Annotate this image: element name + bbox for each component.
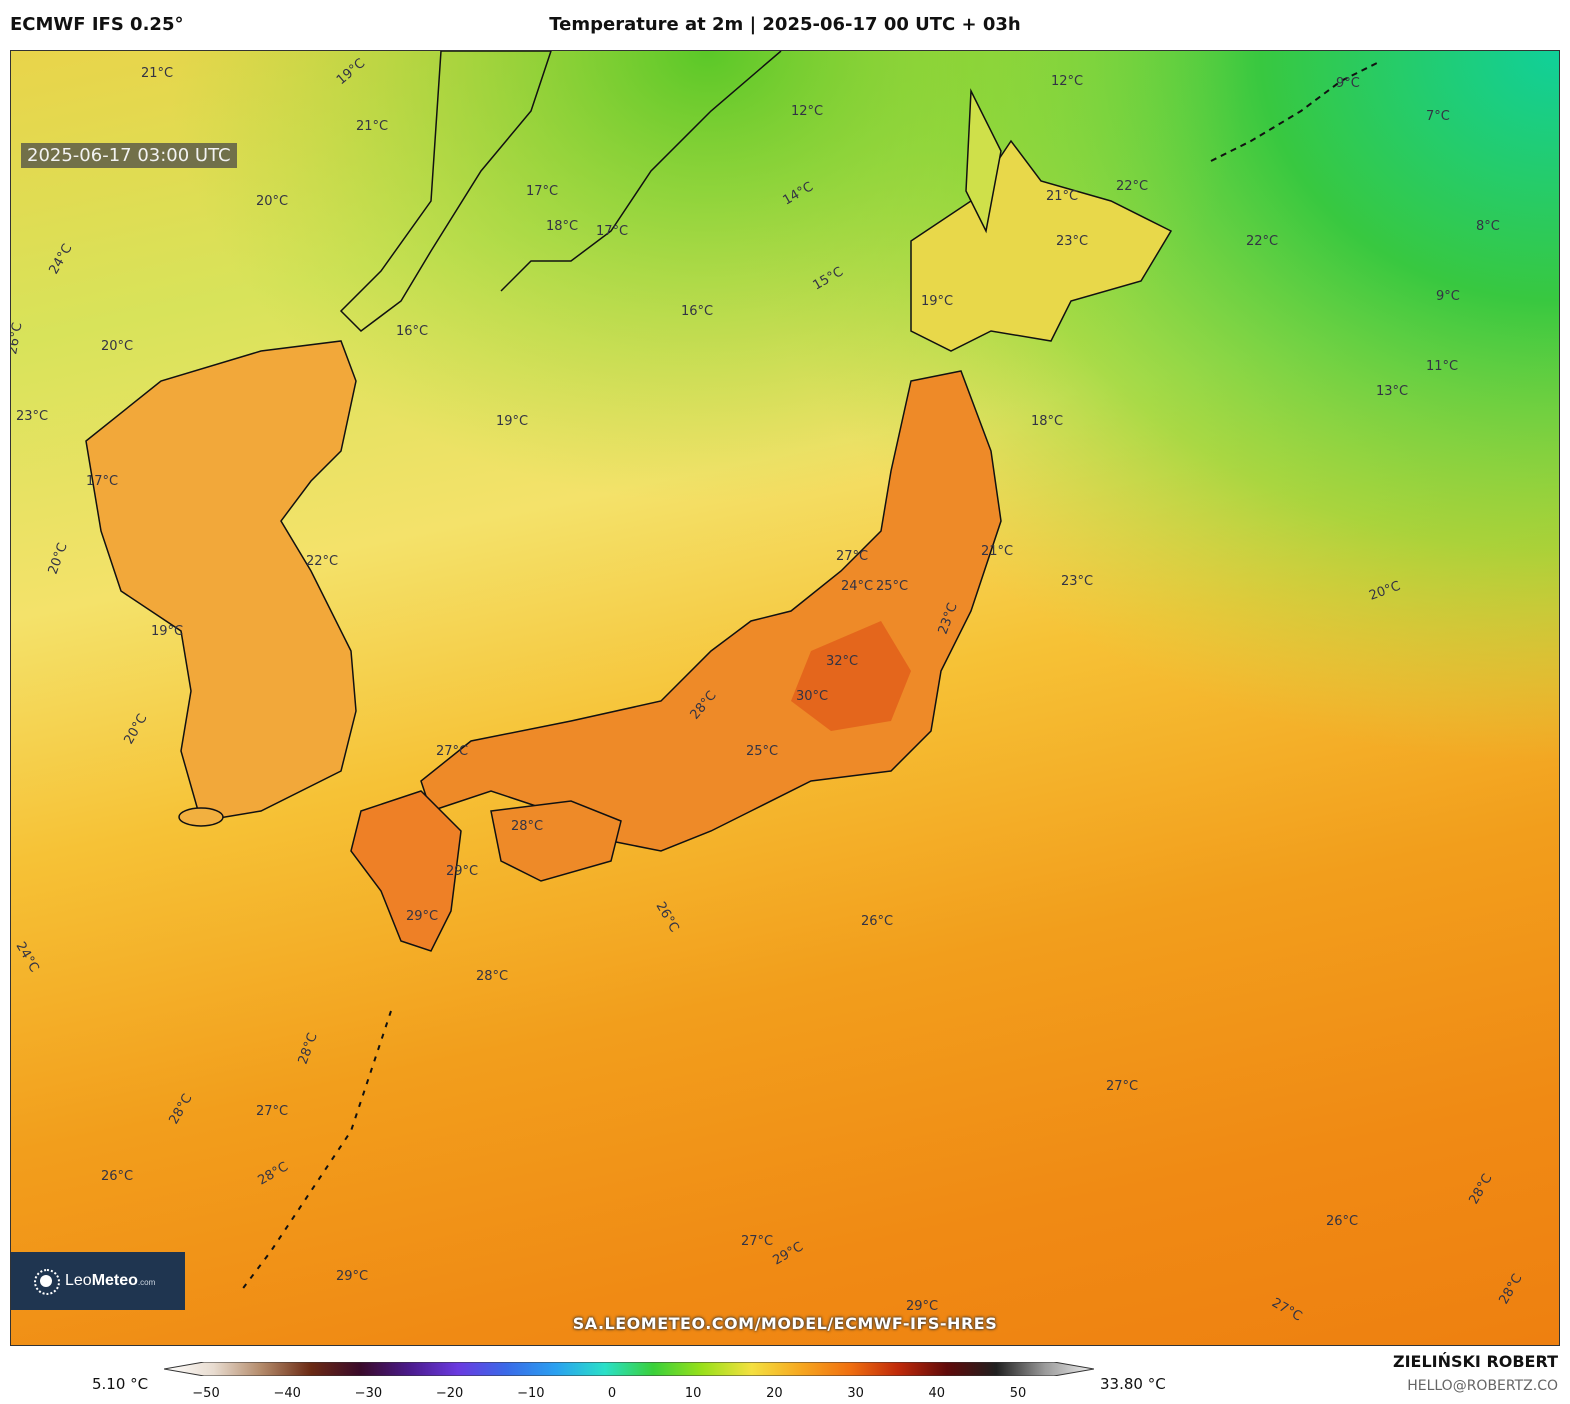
kuril-islands	[1210, 60, 1382, 162]
isotherm-label: 8°C	[1476, 219, 1500, 234]
ryukyu-islands	[240, 1010, 392, 1292]
isotherm-label: 22°C	[306, 554, 338, 569]
hot-core-kanto	[791, 621, 911, 731]
isotherm-label: 18°C	[1031, 414, 1063, 429]
valid-time-badge: 2025-06-17 03:00 UTC	[21, 143, 237, 168]
isotherm-label: 9°C	[1436, 289, 1460, 304]
isotherm-label: 18°C	[546, 219, 578, 234]
colorbar-tick-label: 30	[847, 1386, 864, 1401]
isotherm-label: 24°C	[841, 579, 873, 594]
isotherm-label: 27°C	[741, 1234, 773, 1249]
colorbar-tick-label: 10	[684, 1386, 702, 1401]
sun-icon	[33, 1268, 60, 1295]
isotherm-label: 19°C	[496, 414, 528, 429]
shikoku-landmass	[490, 800, 622, 882]
isotherm-label: 22°C	[1246, 234, 1278, 249]
isotherm-label: 26°C	[101, 1169, 133, 1184]
jeju-island	[178, 807, 224, 827]
logo-wordmark: LeoMeteo.com	[65, 1272, 156, 1289]
map-canvas: 21°C 19°C21°C20°C17°C18°C 17°C12°C14°C15°C…	[11, 51, 1559, 1345]
colorbar-tick-label: −30	[354, 1386, 383, 1401]
isotherm-label: 20°C	[256, 194, 288, 209]
isotherm-label: 22°C	[1116, 179, 1148, 194]
isotherm-label: 16°C	[681, 304, 713, 319]
isotherm-label: 12°C	[791, 104, 823, 119]
isotherm-label: 29°C	[446, 864, 478, 879]
model-name: ECMWF IFS 0.25°	[10, 14, 184, 35]
colorbar-min-value: 5.10 °C	[92, 1375, 149, 1393]
isotherm-label: 21°C	[981, 544, 1013, 559]
colorbar-tick-label: −10	[517, 1386, 545, 1401]
colorbar-tick-label: −40	[273, 1386, 301, 1401]
isotherm-label: 7°C	[1426, 109, 1450, 124]
isotherm-label: 21°C	[141, 66, 173, 81]
isotherm-label: 19°C	[151, 624, 183, 639]
author-name: ZIELIŃSKI ROBERT	[1392, 1352, 1558, 1371]
isotherm-label: 21°C	[1046, 189, 1078, 204]
isotherm-label: 23°C	[16, 409, 48, 424]
source-url[interactable]: SA.LEOMETEO.COM/MODEL/ECMWF-IFS-HRES	[572, 1314, 998, 1333]
isotherm-label: 28°C	[476, 969, 508, 984]
isotherm-label: 20°C	[101, 339, 133, 354]
colorbar-tick-label: 50	[1009, 1386, 1027, 1401]
leometeo-logo[interactable]: LeoMeteo.com	[11, 1252, 185, 1310]
isotherm-label: 27°C	[836, 549, 868, 564]
isotherm-label: 29°C	[906, 1299, 938, 1314]
isotherm-label: 23°C	[1061, 574, 1093, 589]
map-title: Temperature at 2m | 2025-06-17 00 UTC + …	[549, 14, 1021, 35]
colorbar-tick-label: 0	[607, 1386, 617, 1401]
isotherm-label: 29°C	[336, 1269, 368, 1284]
isotherm-label: 16°C	[396, 324, 428, 339]
isotherm-label: 25°C	[746, 744, 778, 759]
isotherm-label: 27°C	[436, 744, 468, 759]
colorbar-tick-label: 40	[928, 1386, 946, 1401]
isotherm-label: 11°C	[1426, 359, 1458, 374]
mainland-coastline	[500, 51, 782, 292]
sakhalin-landmass	[965, 88, 1002, 234]
isotherm-label: 28°C	[511, 819, 543, 834]
author-email[interactable]: HELLO@ROBERTZ.CO	[1407, 1378, 1558, 1394]
colorbar-max-value: 33.80 °C	[1100, 1375, 1166, 1393]
isotherm-label: 9°C	[1336, 76, 1360, 91]
isotherm-label: 30°C	[796, 689, 828, 704]
korea-landmass	[85, 340, 357, 822]
isotherm-label: 32°C	[826, 654, 858, 669]
temperature-map[interactable]: 21°C 19°C 21°C 20°C 17°C 18°C 17°C 12°C 14°C 15°C…	[10, 50, 1560, 1346]
colorbar-bar	[164, 1362, 1094, 1376]
kyushu-landmass	[350, 790, 462, 952]
isotherm-label: 12°C	[1051, 74, 1083, 89]
isotherm-label: 19°C	[921, 294, 953, 309]
isotherm-label: 27°C	[256, 1104, 288, 1119]
isotherm-label: 26°C	[1326, 1214, 1358, 1229]
isotherm-label: 17°C	[596, 224, 628, 239]
colorbar-tick-label: 20	[766, 1386, 783, 1401]
isotherm-label: 17°C	[86, 474, 118, 489]
isotherm-label: 13°C	[1376, 384, 1408, 399]
isotherm-label: 29°C	[406, 909, 438, 924]
isotherm-label: 26°C	[861, 914, 893, 929]
colorbar-tick-label: −50	[192, 1386, 220, 1401]
russia-coastline	[339, 51, 552, 332]
isotherm-label: 21°C	[356, 119, 388, 134]
isotherm-label: 17°C	[526, 184, 558, 199]
temperature-colorbar	[164, 1362, 1094, 1376]
colorbar-tick-label: −20	[435, 1386, 464, 1401]
isotherm-label: 27°C	[1106, 1079, 1138, 1094]
isotherm-label: 23°C	[1056, 234, 1088, 249]
isotherm-label: 25°C	[876, 579, 908, 594]
